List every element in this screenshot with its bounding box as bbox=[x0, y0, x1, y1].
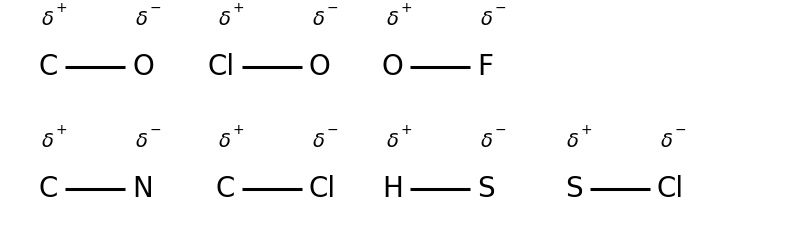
Text: S: S bbox=[566, 175, 583, 203]
Text: +: + bbox=[55, 1, 67, 15]
Text: −: − bbox=[494, 123, 506, 137]
Text: Cl: Cl bbox=[657, 175, 684, 203]
Text: −: − bbox=[494, 1, 506, 15]
Text: −: − bbox=[149, 1, 161, 15]
Text: $\delta$: $\delta$ bbox=[218, 10, 231, 29]
Text: O: O bbox=[309, 53, 330, 81]
Text: $\delta$: $\delta$ bbox=[313, 132, 326, 151]
Text: C: C bbox=[38, 175, 58, 203]
Text: $\delta$: $\delta$ bbox=[218, 132, 231, 151]
Text: $\delta$: $\delta$ bbox=[42, 10, 54, 29]
Text: $\delta$: $\delta$ bbox=[135, 10, 149, 29]
Text: F: F bbox=[477, 53, 493, 81]
Text: $\delta$: $\delta$ bbox=[661, 132, 674, 151]
Text: $\delta$: $\delta$ bbox=[566, 132, 579, 151]
Text: +: + bbox=[400, 123, 412, 137]
Text: O: O bbox=[132, 53, 154, 81]
Text: +: + bbox=[580, 123, 592, 137]
Text: H: H bbox=[382, 175, 403, 203]
Text: +: + bbox=[232, 1, 244, 15]
Text: $\delta$: $\delta$ bbox=[386, 10, 399, 29]
Text: Cl: Cl bbox=[309, 175, 336, 203]
Text: C: C bbox=[216, 175, 235, 203]
Text: $\delta$: $\delta$ bbox=[481, 132, 494, 151]
Text: $\delta$: $\delta$ bbox=[313, 10, 326, 29]
Text: −: − bbox=[326, 123, 338, 137]
Text: +: + bbox=[400, 1, 412, 15]
Text: +: + bbox=[232, 123, 244, 137]
Text: −: − bbox=[149, 123, 161, 137]
Text: $\delta$: $\delta$ bbox=[135, 132, 149, 151]
Text: $\delta$: $\delta$ bbox=[42, 132, 54, 151]
Text: −: − bbox=[674, 123, 686, 137]
Text: +: + bbox=[55, 123, 67, 137]
Text: O: O bbox=[382, 53, 403, 81]
Text: −: − bbox=[326, 1, 338, 15]
Text: $\delta$: $\delta$ bbox=[481, 10, 494, 29]
Text: C: C bbox=[38, 53, 58, 81]
Text: N: N bbox=[132, 175, 153, 203]
Text: Cl: Cl bbox=[208, 53, 235, 81]
Text: $\delta$: $\delta$ bbox=[386, 132, 399, 151]
Text: S: S bbox=[477, 175, 494, 203]
